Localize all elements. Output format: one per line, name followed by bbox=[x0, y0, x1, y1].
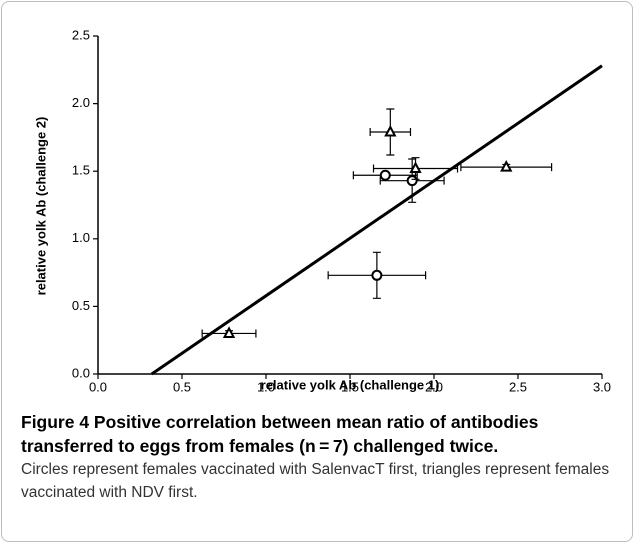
triangle-marker bbox=[384, 124, 397, 137]
fit-line bbox=[150, 64, 603, 376]
circle-marker bbox=[371, 269, 383, 281]
y-tick-label: 2.5 bbox=[72, 27, 90, 42]
x-tick-label: 2.0 bbox=[425, 379, 443, 394]
y-tick-label: 0.0 bbox=[72, 365, 90, 380]
triangle-marker bbox=[222, 326, 236, 338]
chart: relative yolk Ab (challenge 1) relative … bbox=[33, 27, 611, 394]
x-axis-label: relative yolk Ab (challenge 1) bbox=[261, 377, 440, 392]
y-tick-label: 1.5 bbox=[72, 163, 90, 178]
x-tick-label: 0.5 bbox=[173, 379, 191, 394]
triangle-marker bbox=[409, 161, 422, 173]
y-axis-label: relative yolk Ab (challenge 2) bbox=[33, 117, 48, 296]
x-tick-label: 2.5 bbox=[509, 379, 527, 394]
y-tick-label: 0.5 bbox=[72, 298, 90, 313]
caption-title: Figure 4 Positive correlation between me… bbox=[21, 412, 539, 456]
y-tick-label: 2.0 bbox=[72, 95, 90, 110]
caption: Figure 4 Positive correlation between me… bbox=[21, 410, 621, 504]
x-tick-label: 1.5 bbox=[341, 379, 359, 394]
circle-marker bbox=[379, 169, 391, 181]
y-tick-label: 1.0 bbox=[72, 230, 90, 245]
triangle-marker bbox=[500, 160, 513, 172]
x-tick-label: 3.0 bbox=[593, 379, 611, 394]
x-tick-label: 1.0 bbox=[257, 379, 275, 394]
x-tick-label: 0.0 bbox=[89, 379, 107, 394]
caption-text: Circles represent females vaccinated wit… bbox=[21, 461, 610, 501]
circle-marker bbox=[406, 175, 418, 187]
